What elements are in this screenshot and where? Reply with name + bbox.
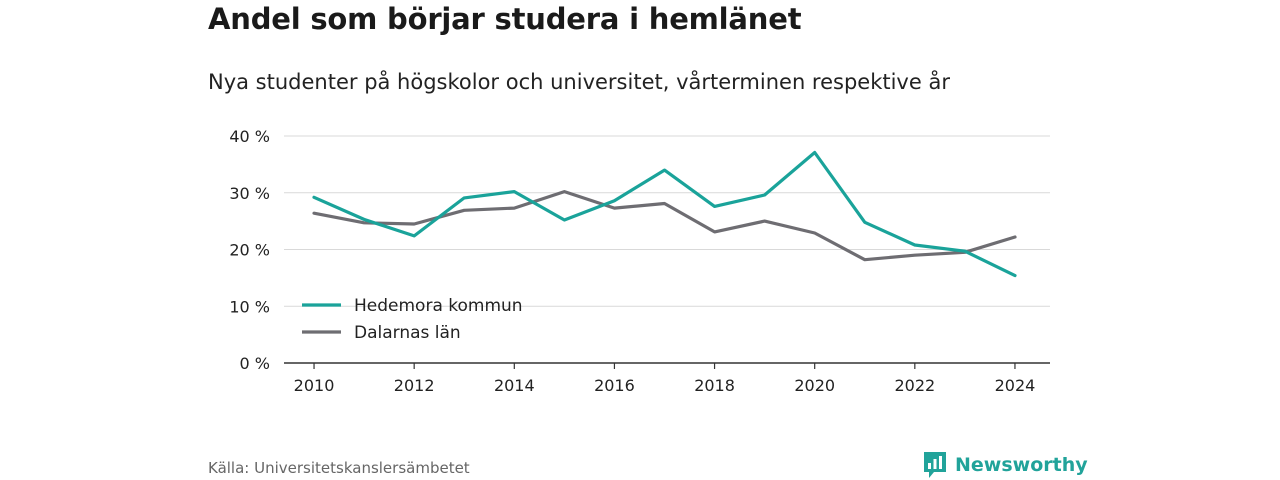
x-tick-label: 2012	[394, 376, 435, 395]
x-tick-label: 2020	[794, 376, 835, 395]
x-tick-label: 2010	[294, 376, 335, 395]
brand-name: Newsworthy	[955, 454, 1088, 476]
legend: Hedemora kommun Dalarnas län	[302, 296, 523, 343]
source-note: Källa: Universitetskanslersämbetet	[208, 459, 470, 477]
legend-label: Hedemora kommun	[354, 296, 523, 316]
x-tick-label: 2022	[894, 376, 935, 395]
y-tick-label: 10 %	[229, 297, 270, 316]
chart-subtitle: Nya studenter på högskolor och universit…	[208, 70, 950, 94]
y-axis-labels: 0 % 10 % 20 % 30 % 40 %	[229, 127, 270, 373]
series-lines	[312, 150, 1017, 278]
gridlines	[284, 135, 1050, 307]
y-tick-label: 40 %	[229, 127, 270, 146]
x-axis-labels: 2010 2012 2014 2016 2018 2020 2022 2024	[294, 363, 1036, 395]
y-tick-label: 20 %	[229, 241, 270, 260]
legend-label: Dalarnas län	[354, 323, 461, 343]
series-line	[312, 150, 1017, 278]
y-tick-label: 0 %	[240, 354, 270, 373]
x-tick-label: 2016	[594, 376, 635, 395]
y-tick-label: 30 %	[229, 184, 270, 203]
newsworthy-logo-icon	[924, 452, 946, 478]
series-line	[312, 190, 1017, 262]
x-tick-label: 2014	[494, 376, 535, 395]
brand-logo[interactable]: Newsworthy	[922, 450, 1088, 480]
x-tick-label: 2018	[694, 376, 735, 395]
x-tick-label: 2024	[995, 376, 1036, 395]
chart-title: Andel som börjar studera i hemlänet	[208, 2, 802, 36]
